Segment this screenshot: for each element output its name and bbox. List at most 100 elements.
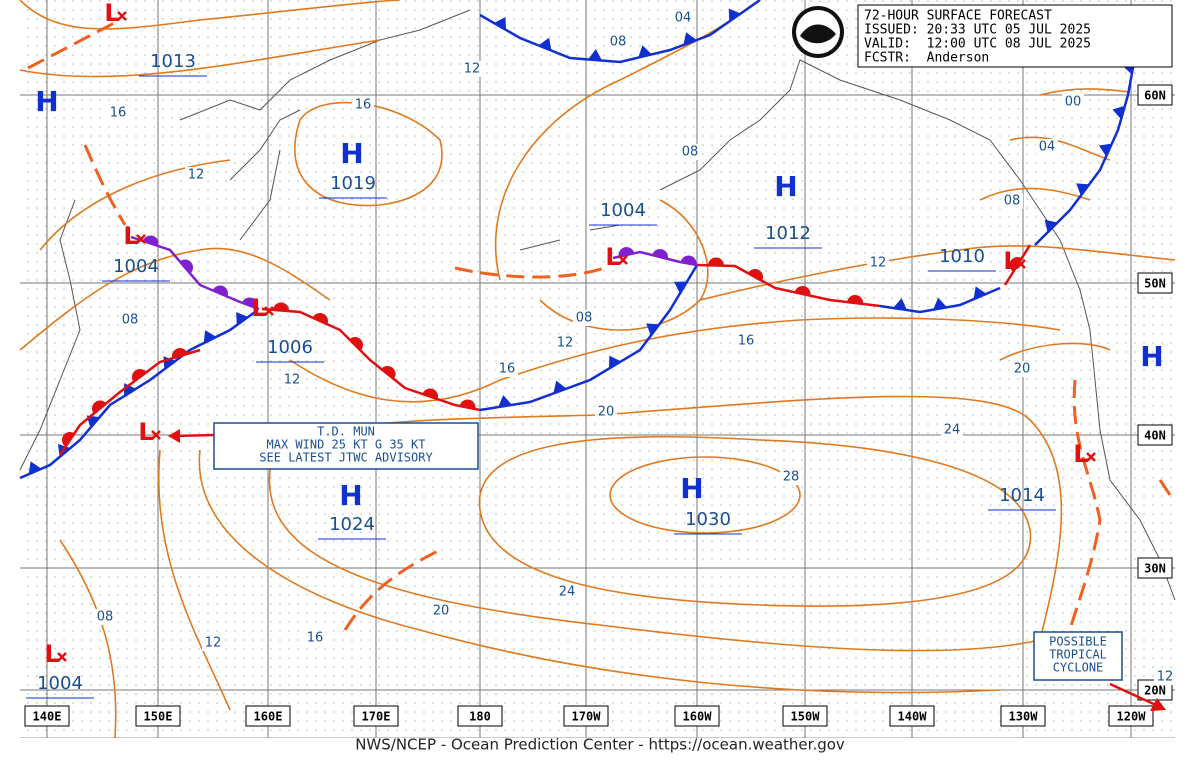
- isobar-label-bg: [430, 603, 452, 619]
- triangle: [893, 298, 907, 311]
- isobar-label-bg: [941, 422, 963, 438]
- semicircle: [92, 400, 107, 414]
- isobar-label: 08: [122, 313, 139, 328]
- cold-symbol: [638, 45, 652, 58]
- isobar-label-bg: [735, 333, 757, 349]
- td-arrowhead: [168, 429, 180, 443]
- cold-symbol: [728, 8, 741, 22]
- warm-front: [696, 263, 881, 308]
- low-x: [1016, 259, 1026, 269]
- cold-symbol: [588, 49, 602, 61]
- isobar-label: 16: [307, 631, 324, 646]
- isobar-label-bg: [595, 404, 617, 420]
- isobar-label: 20: [598, 405, 615, 420]
- warm-symbol: [92, 400, 107, 414]
- isobar-label: 24: [944, 423, 961, 438]
- isobar-label-bg: [1011, 361, 1033, 377]
- isobar-label: 12: [284, 373, 301, 388]
- semicircle: [652, 249, 668, 259]
- semicircle: [422, 388, 438, 400]
- cold-symbol: [28, 461, 42, 475]
- triangle: [638, 45, 652, 58]
- occl-front: [130, 235, 260, 311]
- lon-label-box: [1108, 705, 1154, 727]
- lon-label: 170W: [572, 710, 602, 724]
- fronts: [19, 0, 1140, 480]
- semicircle: [212, 285, 228, 297]
- isobar-label-bg: [556, 584, 578, 600]
- header-box: [857, 4, 1173, 68]
- lon-label: 140W: [898, 710, 928, 724]
- lon-label-box: [353, 705, 399, 727]
- lon-label-box: [245, 705, 291, 727]
- isobar-label: 12: [557, 336, 574, 351]
- header-line: ISSUED: 20:33 UTC 05 JUL 2025: [864, 23, 1091, 38]
- tropical-text: CYCLONE: [1053, 661, 1104, 675]
- cold-symbol: [236, 312, 249, 326]
- isobar-label-bg: [94, 609, 116, 625]
- cold-front: [479, 0, 761, 64]
- labels: 140E 150E 160E 170E 180 170W 160W 150W 140W 130W 1…: [24, 0, 1176, 727]
- isobar-label: 08: [610, 35, 627, 50]
- lon-label: 120W: [1117, 710, 1147, 724]
- cold-symbol: [933, 297, 947, 310]
- high-center: H: [1140, 340, 1163, 373]
- lat-label: 20N: [1144, 684, 1166, 698]
- low-center: L: [605, 243, 620, 271]
- high-center: H: [35, 85, 58, 118]
- central-pressure: 1012: [765, 223, 811, 244]
- semicircle: [273, 302, 289, 312]
- central-pressure: 1006: [267, 337, 313, 358]
- warm-symbol: [459, 399, 476, 410]
- low-x: [136, 234, 146, 244]
- cold-symbol: [608, 355, 622, 369]
- lon-label: 150E: [144, 710, 173, 724]
- td-box: [213, 422, 479, 470]
- triangle: [588, 49, 602, 61]
- lon-label-box: [889, 705, 935, 727]
- occl-symbol: [241, 297, 258, 309]
- isobar-label-bg: [679, 144, 701, 160]
- semicircle: [680, 255, 697, 265]
- triangle: [203, 330, 217, 344]
- low-center: L: [251, 294, 266, 322]
- triangle: [728, 8, 741, 22]
- triangle: [498, 395, 512, 408]
- low-x: [117, 11, 127, 21]
- lon-label-box: [1000, 705, 1046, 727]
- central-pressure: 1024: [329, 514, 375, 535]
- central-pressure: 1004: [37, 673, 83, 694]
- lat-label-box: [1137, 557, 1173, 579]
- lon-label: 180: [469, 710, 491, 724]
- isobar-label-bg: [119, 312, 141, 328]
- triangle: [236, 312, 249, 326]
- triangle: [538, 37, 552, 51]
- isobar-label: 04: [675, 11, 692, 26]
- isobar-label: 12: [188, 168, 205, 183]
- semicircle: [847, 295, 863, 304]
- low-center: L: [104, 0, 119, 27]
- triangle: [608, 355, 622, 369]
- semicircle: [312, 313, 328, 325]
- semicircle: [62, 432, 75, 447]
- lat-label-box: [1137, 424, 1173, 446]
- triangle: [1044, 219, 1058, 233]
- semicircle: [794, 286, 811, 296]
- cold-symbol: [1076, 183, 1090, 196]
- td-text: MAX WIND 25 KT G 35 KT: [267, 438, 426, 452]
- isobar-label-bg: [461, 61, 483, 77]
- cold-symbol: [553, 380, 567, 394]
- warm-symbol: [172, 348, 188, 359]
- isobar-label: 08: [682, 145, 699, 160]
- cold-symbol: [1044, 219, 1058, 233]
- lon-label: 160W: [683, 710, 713, 724]
- triangle: [933, 297, 947, 310]
- high-center: H: [339, 479, 362, 512]
- semicircle: [381, 366, 396, 379]
- low-x: [57, 652, 67, 662]
- isobar-label-bg: [607, 34, 629, 50]
- cold-symbol: [1112, 105, 1125, 120]
- cold-symbol: [973, 286, 987, 300]
- header-line: FCSTR: Anderson: [864, 51, 989, 66]
